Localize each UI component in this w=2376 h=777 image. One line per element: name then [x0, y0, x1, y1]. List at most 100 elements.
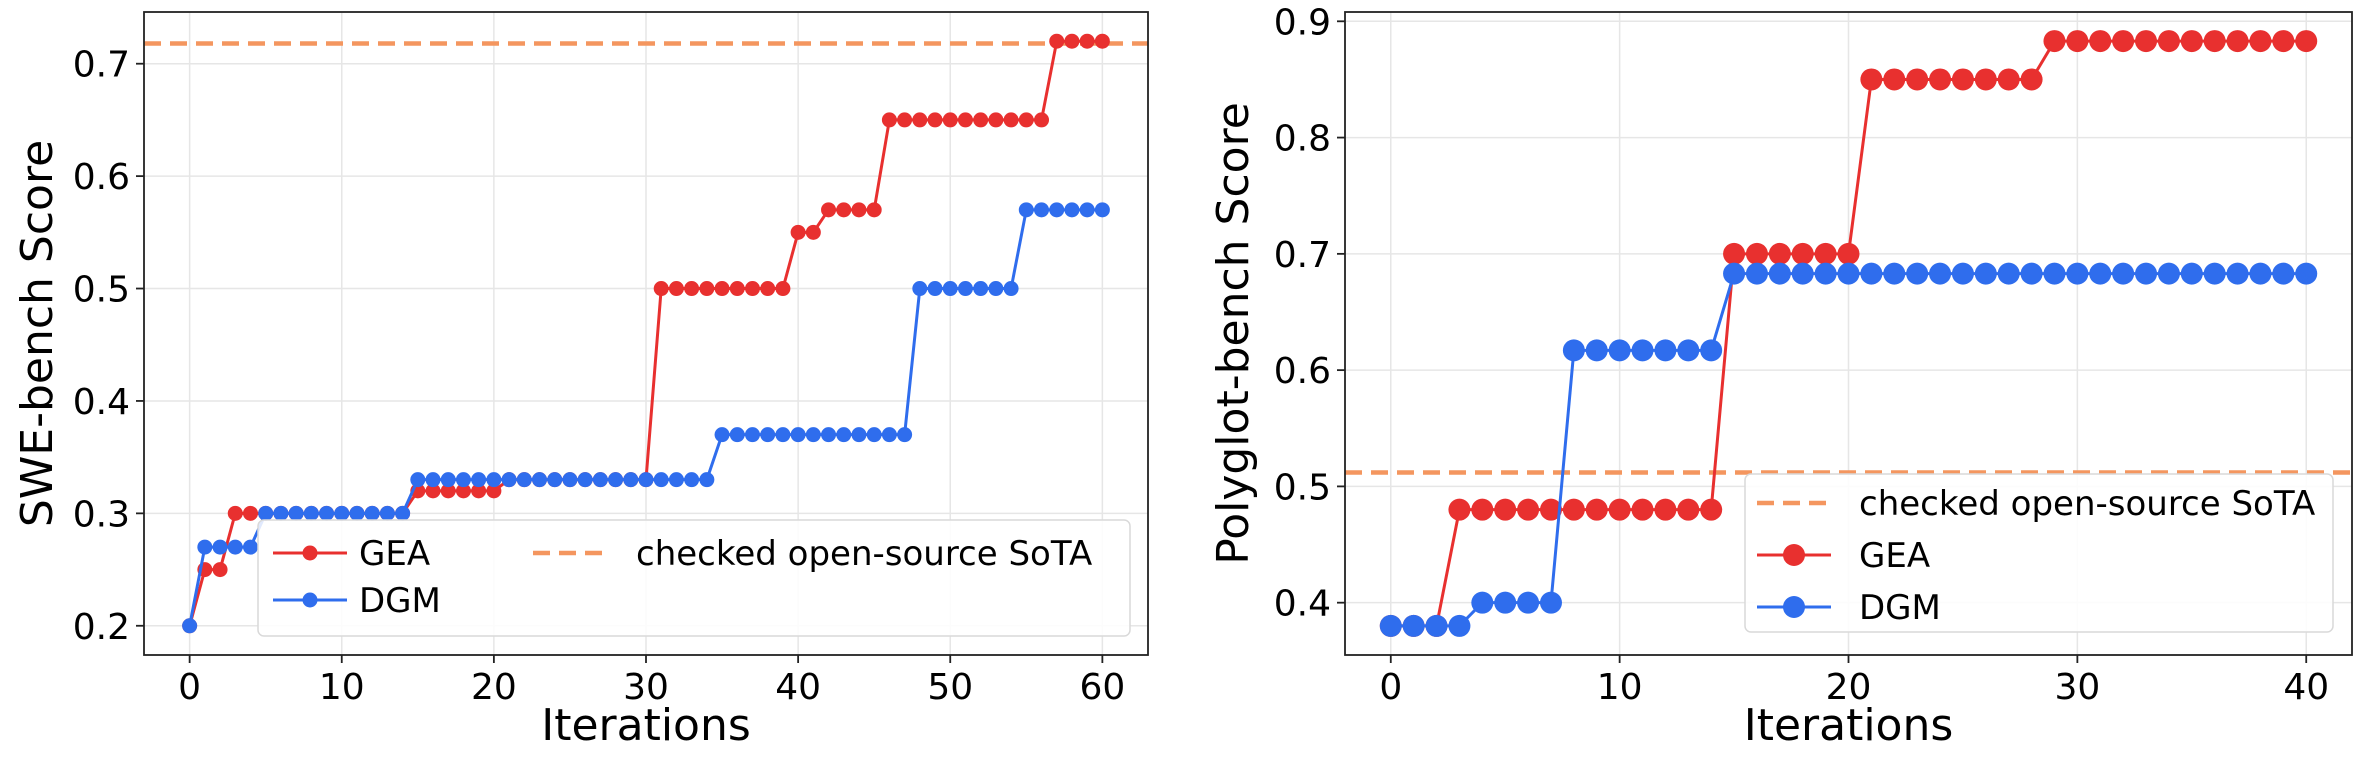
gea-data-point — [1974, 68, 1997, 91]
dgm-data-point — [1906, 262, 1929, 285]
gea-data-point — [714, 281, 730, 297]
gea-data-point — [1951, 68, 1974, 91]
dgm-data-point — [1585, 339, 1608, 362]
dgm-data-point — [851, 427, 867, 443]
plot-frame — [1344, 11, 2353, 656]
y-tick-label: 0.7 — [73, 45, 130, 86]
dgm-data-point — [1425, 614, 1448, 637]
gea-data-point — [2157, 30, 2180, 53]
gea-data-point — [1003, 112, 1019, 128]
gea-data-point — [1654, 498, 1677, 521]
dgm-data-point — [486, 472, 502, 488]
dgm-data-point — [1723, 262, 1746, 285]
gea-data-point — [668, 281, 684, 297]
y-tick-label: 0.9 — [1274, 2, 1331, 43]
dgm-data-point — [1448, 614, 1471, 637]
gea-data-point — [927, 112, 943, 128]
legend-label: DGM — [1859, 588, 1941, 628]
dgm-data-point — [562, 472, 578, 488]
dgm-data-point — [1929, 262, 1952, 285]
gea-data-point — [1494, 498, 1517, 521]
legend-entry: checked open-source SoTA — [1757, 484, 2315, 524]
dgm-data-point — [440, 472, 456, 488]
dgm-data-point — [973, 281, 989, 297]
dgm-data-point — [1379, 614, 1402, 637]
gea-data-point — [2272, 30, 2295, 53]
gea-data-point — [2112, 30, 2135, 53]
y-tick-label: 0.6 — [1274, 351, 1331, 392]
dgm-data-point — [2295, 262, 2318, 285]
gea-data-point — [851, 202, 867, 218]
gea-data-point — [1608, 498, 1631, 521]
dgm-data-point — [2272, 262, 2295, 285]
y-tick-label: 0.7 — [1274, 235, 1331, 276]
dgm-data-point — [1094, 202, 1110, 218]
dgm-data-point — [2226, 262, 2249, 285]
gea-data-point — [1631, 498, 1654, 521]
gea-data-point — [1860, 68, 1883, 91]
dgm-data-point — [349, 505, 365, 521]
dgm-data-point — [2203, 262, 2226, 285]
dgm-data-point — [2043, 262, 2066, 285]
gea-data-point — [2135, 30, 2158, 53]
x-tick-label: 20 — [1826, 667, 1872, 708]
dgm-data-point — [2089, 262, 2112, 285]
dgm-data-point — [379, 505, 395, 521]
dgm-data-point — [2249, 262, 2272, 285]
y-tick-label: 0.5 — [73, 270, 130, 311]
dgm-data-point — [410, 472, 426, 488]
dgm-data-point — [501, 472, 517, 488]
gea-data-point — [1768, 242, 1791, 265]
gea-data-point — [1049, 33, 1065, 49]
dgm-data-point — [2180, 262, 2203, 285]
legend-label: checked open-source SoTA — [636, 534, 1092, 574]
gea-data-point — [1837, 242, 1860, 265]
dgm-data-point — [912, 281, 928, 297]
dgm-data-point — [2112, 262, 2135, 285]
dgm-data-point — [988, 281, 1004, 297]
gea-data-point — [440, 483, 456, 499]
gea-data-point — [1723, 242, 1746, 265]
dgm-data-point — [547, 472, 563, 488]
dgm-data-point — [1654, 339, 1677, 362]
gea-data-point — [2020, 68, 2043, 91]
gea-data-point — [866, 202, 882, 218]
dgm-data-point — [668, 472, 684, 488]
x-tick-label: 20 — [471, 667, 517, 708]
dgm-data-point — [881, 427, 897, 443]
gea-data-point — [242, 505, 258, 521]
legend-marker-icon — [1783, 544, 1805, 566]
dgm-data-point — [288, 505, 304, 521]
dgm-data-point — [1883, 262, 1906, 285]
gea-data-point — [805, 224, 821, 240]
gea-data-point — [836, 202, 852, 218]
dgm-data-point — [1860, 262, 1883, 285]
gea-data-point — [775, 281, 791, 297]
legend-entry: DGM — [273, 581, 441, 621]
x-tick-label: 30 — [623, 667, 669, 708]
gea-data-point — [790, 224, 806, 240]
dgm-data-point — [577, 472, 593, 488]
legend-box — [257, 519, 1131, 637]
gea-data-point — [1906, 68, 1929, 91]
dgm-data-point — [942, 281, 958, 297]
gea-data-point — [1745, 242, 1768, 265]
gea-data-point — [760, 281, 776, 297]
x-tick-label: 0 — [1379, 667, 1402, 708]
dgm-data-point — [836, 427, 852, 443]
x-tick-label: 50 — [927, 667, 973, 708]
y-tick-label: 0.6 — [73, 157, 130, 198]
dgm-data-point — [592, 472, 608, 488]
x-tick-label: 40 — [2283, 667, 2329, 708]
dgm-data-point — [1539, 591, 1562, 614]
gea-data-point — [897, 112, 913, 128]
gea-data-point — [1700, 498, 1723, 521]
dgm-data-point — [760, 427, 776, 443]
gea-data-point — [486, 483, 502, 499]
dgm-data-point — [1631, 339, 1654, 362]
gea-data-point — [2226, 30, 2249, 53]
dgm-data-point — [1402, 614, 1425, 637]
dgm-data-point — [1814, 262, 1837, 285]
gea-data-point — [1562, 498, 1585, 521]
legend: checked open-source SoTA GEA DGM — [1744, 473, 2334, 633]
